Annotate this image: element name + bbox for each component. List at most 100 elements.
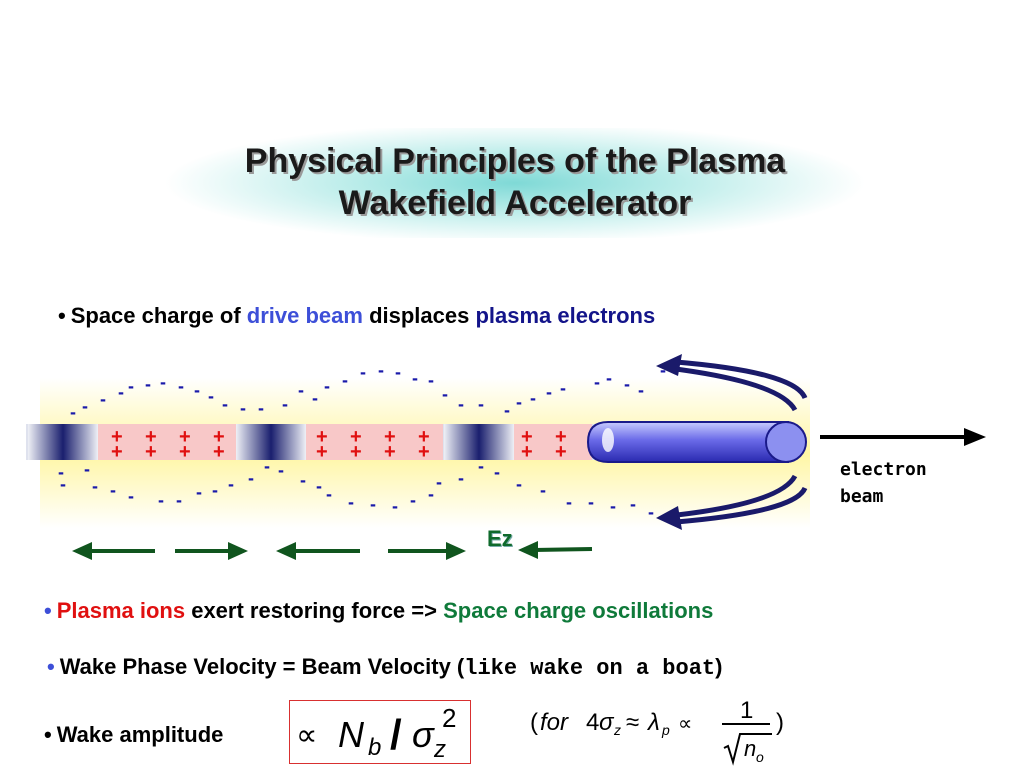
label-line: electron	[840, 459, 927, 480]
ion-region	[98, 424, 238, 460]
minus-sign: -	[494, 462, 500, 482]
z-subscript: z	[613, 722, 621, 738]
propto-symbol: ∝	[296, 719, 317, 752]
minus-sign: -	[348, 492, 354, 512]
minus-sign: -	[516, 474, 522, 494]
bullet-dot: •	[58, 303, 66, 328]
plus-sign: +	[418, 426, 430, 448]
electron-bunch-dark	[28, 424, 98, 460]
minus-sign: -	[395, 362, 401, 382]
plus-sign: +	[521, 426, 533, 448]
bullet-dot: •	[44, 598, 52, 623]
minus-sign: -	[458, 468, 464, 488]
drive-beam-text: drive beam	[246, 303, 363, 328]
minus-sign: -	[70, 402, 76, 422]
lambda-symbol: λ	[646, 709, 660, 736]
plus-sign: +	[179, 426, 191, 448]
minus-sign: -	[478, 394, 484, 414]
bullet-dot: •	[44, 722, 52, 747]
title-background	[165, 128, 865, 238]
minus-sign: -	[160, 372, 166, 392]
minus-sign: -	[60, 474, 66, 494]
close-paren: )	[776, 709, 784, 736]
ez-label: Ez	[487, 526, 513, 551]
plus-sign: +	[316, 441, 328, 463]
plus-sign: +	[111, 441, 123, 463]
bullet-dot: •	[47, 654, 55, 679]
plus-sign: +	[316, 426, 328, 448]
plasma-electron-minus-signs: ---- ---- ---- - -- - ---- - - -- ---- ---- …	[58, 360, 666, 522]
oscillations-text: Space charge oscillations	[443, 598, 714, 623]
plus-sign: +	[145, 441, 157, 463]
ion-region	[305, 424, 443, 460]
four: 4	[586, 709, 599, 736]
minus-sign: -	[370, 494, 376, 514]
numerator-one: 1	[740, 700, 753, 724]
minus-sign: -	[212, 480, 218, 500]
minus-sign: -	[458, 394, 464, 414]
minus-sign: -	[58, 462, 64, 482]
z-subscript: z	[433, 736, 446, 763]
minus-sign: -	[118, 382, 124, 402]
minus-sign: -	[100, 389, 106, 409]
minus-sign: -	[84, 459, 90, 479]
minus-sign: -	[300, 470, 306, 490]
propto-symbol: ∝	[678, 713, 692, 735]
minus-sign: -	[258, 398, 264, 418]
minus-sign: -	[630, 494, 636, 514]
minus-sign: -	[540, 480, 546, 500]
minus-sign: -	[478, 456, 484, 476]
title-line-2: Wakefield Accelerator	[338, 184, 692, 222]
minus-sign: -	[516, 392, 522, 412]
minus-sign: -	[560, 378, 566, 398]
title-line-1: Physical Principles of the Plasma	[244, 142, 786, 180]
plus-sign: +	[521, 441, 533, 463]
minus-sign: -	[442, 384, 448, 404]
drive-beam-end-cap	[765, 421, 807, 463]
plus-sign: +	[384, 441, 396, 463]
plus-sign: +	[555, 426, 567, 448]
electron-bunch-dark	[444, 424, 514, 460]
minus-sign: -	[606, 368, 612, 388]
bunch-length-condition: ( for 4 σ z ≈ λ p ∝ 1 n o )	[528, 697, 798, 768]
minus-sign: -	[312, 388, 318, 408]
minus-sign: -	[428, 370, 434, 390]
plasma-ion-plus-signs: + + + + + + + + + + + + + + + + + + + +	[111, 426, 567, 463]
bullet-text: Wake amplitude	[56, 722, 224, 747]
minus-sign: -	[360, 362, 366, 382]
plus-sign: +	[213, 441, 225, 463]
electron-bunch-dark	[236, 424, 306, 460]
for-text: for	[540, 709, 569, 736]
plasma-electrons-text: plasma electrons	[475, 303, 656, 328]
minus-sign: -	[342, 370, 348, 390]
minus-sign: -	[128, 486, 134, 506]
bullet-wake-phase-velocity: • Wake Phase Velocity = Beam Velocity (li…	[47, 654, 722, 681]
minus-sign: -	[530, 388, 536, 408]
n-symbol: n	[744, 736, 756, 761]
ez-field-arrows	[72, 541, 593, 560]
minus-sign: -	[158, 490, 164, 510]
minus-sign: -	[248, 468, 254, 488]
minus-sign: -	[194, 380, 200, 400]
drive-beam-bunch	[586, 421, 789, 463]
ion-region	[512, 424, 592, 460]
minus-sign: -	[128, 376, 134, 396]
electron-displacement-arrows	[667, 359, 808, 525]
n-symbol: N	[338, 714, 365, 755]
minus-sign: -	[278, 460, 284, 480]
plasma-ions-text: Plasma ions	[56, 598, 186, 623]
drive-beam-highlight	[602, 428, 614, 452]
plus-sign: +	[555, 441, 567, 463]
bullet-text: Space charge of	[70, 303, 247, 328]
slide-title: Physical Principles of the Plasma Wakefi…	[165, 140, 865, 224]
electron-beam-label: electron beam	[840, 456, 927, 510]
formula-svg: ∝ N b / σ z 2	[296, 703, 456, 763]
minus-sign: -	[412, 368, 418, 388]
minus-sign: -	[392, 496, 398, 516]
minus-sign: -	[208, 386, 214, 406]
minus-sign: -	[546, 382, 552, 402]
minus-sign: -	[594, 372, 600, 392]
minus-sign: -	[240, 398, 246, 418]
o-subscript: o	[756, 749, 764, 765]
